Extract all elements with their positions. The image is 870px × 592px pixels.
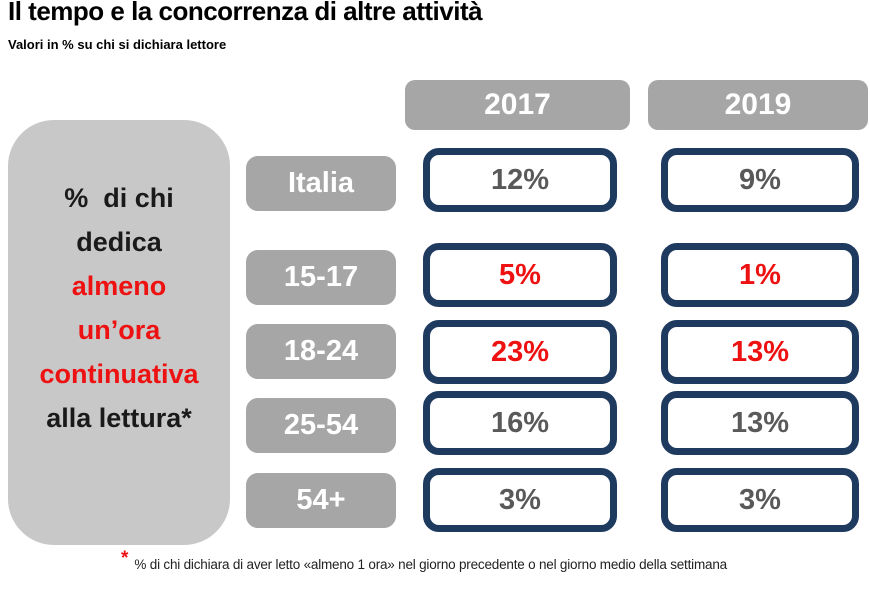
left-box-line-4: un’ora	[77, 314, 161, 345]
value-2019-18-24: 13%	[661, 320, 859, 384]
left-box-line-5: continuativa	[39, 358, 199, 389]
footnote: * % di chi dichiara di aver letto «almen…	[121, 549, 727, 573]
left-box-line-1: % di chi	[64, 182, 174, 213]
page-subtitle: Valori in % su chi si dichiara lettore	[8, 37, 227, 52]
column-header-2019: 2019	[648, 80, 868, 130]
left-description-box: % di chi dedica almeno un’ora continuati…	[8, 120, 230, 545]
value-2017-18-24: 23%	[423, 320, 617, 384]
value-2019-italia: 9%	[661, 148, 859, 212]
row-label-18-24: 18-24	[246, 324, 396, 379]
left-box-line-3: almeno	[71, 270, 167, 301]
left-box-line-2: dedica	[76, 226, 162, 257]
value-2019-15-17: 1%	[661, 243, 859, 307]
row-label-54plus: 54+	[246, 473, 396, 528]
value-2019-54plus: 3%	[661, 468, 859, 532]
row-label-25-54: 25-54	[246, 398, 396, 453]
row-label-15-17: 15-17	[246, 250, 396, 305]
value-2019-25-54: 13%	[661, 391, 859, 455]
left-description-text: % di chi dedica almeno un’ora continuati…	[39, 176, 198, 490]
value-2017-25-54: 16%	[423, 391, 617, 455]
row-label-italia: Italia	[246, 156, 396, 211]
left-box-line-6: alla lettura*	[46, 402, 192, 433]
column-header-2017: 2017	[405, 80, 630, 130]
value-2017-italia: 12%	[423, 148, 617, 212]
page-title: Il tempo e la concorrenza di altre attiv…	[8, 0, 483, 26]
value-2017-54plus: 3%	[423, 468, 617, 532]
value-2017-15-17: 5%	[423, 243, 617, 307]
footnote-asterisk: *	[121, 548, 129, 569]
footnote-text: % di chi dichiara di aver letto «almeno …	[134, 557, 727, 572]
